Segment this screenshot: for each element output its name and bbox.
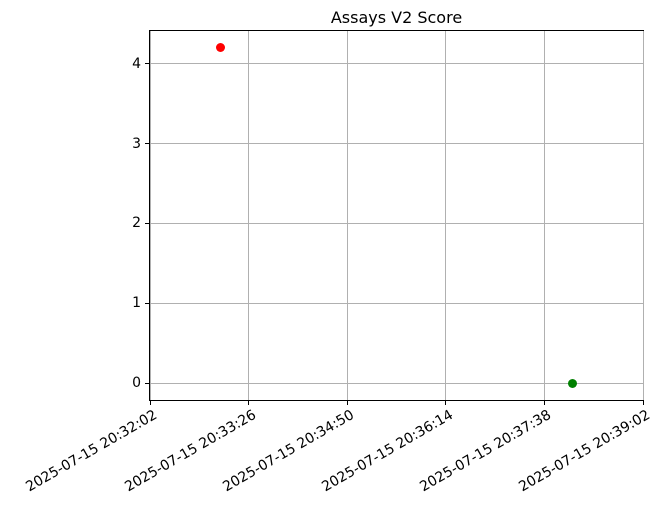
x-tick-mark: [149, 401, 151, 405]
y-tick-label: 0: [132, 375, 141, 392]
y-tick-label: 1: [132, 295, 141, 312]
plot-area: [145, 30, 644, 405]
h-gridline: [150, 382, 643, 384]
chart-title: Assays V2 Score: [330, 8, 463, 27]
y-tick-label: 4: [132, 55, 141, 72]
y-tick-mark: [145, 382, 149, 384]
x-tick-mark: [248, 401, 250, 405]
y-tick-mark: [145, 222, 149, 224]
v-gridline: [642, 31, 644, 400]
v-gridline: [149, 31, 151, 400]
v-gridline: [346, 31, 348, 400]
h-gridline: [150, 302, 643, 304]
h-gridline: [150, 63, 643, 65]
x-tick-mark: [642, 401, 644, 405]
v-gridline: [543, 31, 545, 400]
y-tick-mark: [145, 143, 149, 145]
red-point: [215, 43, 225, 53]
y-tick-label: 2: [132, 215, 141, 232]
y-tick-label: 3: [132, 135, 141, 152]
v-gridline: [445, 31, 447, 400]
y-tick-mark: [145, 302, 149, 304]
x-tick-mark: [543, 401, 545, 405]
green-point: [568, 378, 578, 388]
h-gridline: [150, 222, 643, 224]
v-gridline: [248, 31, 250, 400]
x-tick-mark: [445, 401, 447, 405]
x-tick-mark: [346, 401, 348, 405]
h-gridline: [150, 143, 643, 145]
y-tick-mark: [145, 63, 149, 65]
